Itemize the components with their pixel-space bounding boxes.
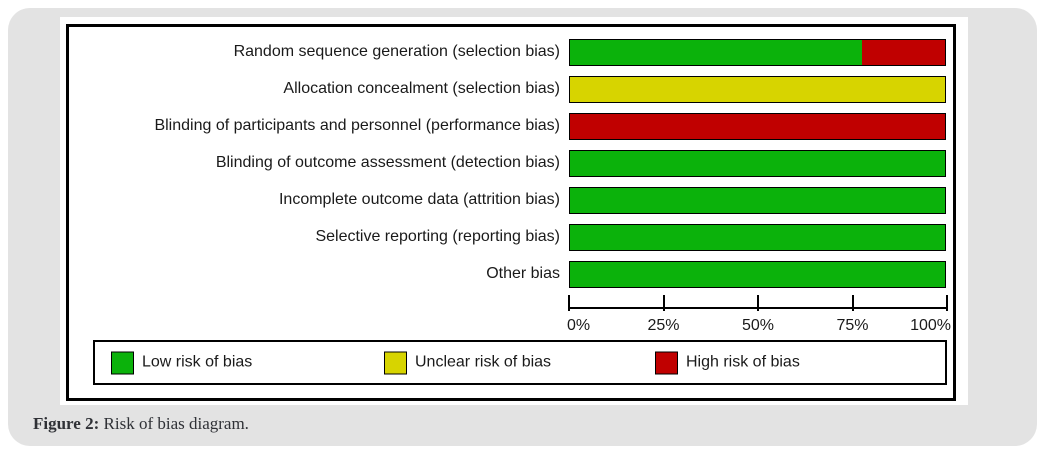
legend-swatch-low bbox=[111, 351, 134, 374]
figure-caption-label: Figure 2: bbox=[33, 414, 100, 433]
risk-segment-low bbox=[570, 224, 945, 250]
risk-segment-high bbox=[861, 39, 945, 65]
bias-row-label: Incomplete outcome data (attrition bias) bbox=[278, 191, 560, 208]
risk-segment-unclear bbox=[570, 76, 945, 102]
x-tick-label: 100% bbox=[910, 317, 951, 334]
bias-row-label: Blinding of outcome assessment (detectio… bbox=[215, 154, 560, 171]
risk-segment-low bbox=[570, 39, 862, 65]
x-tick-label: 0% bbox=[567, 317, 591, 334]
bias-row-label: Selective reporting (reporting bias) bbox=[315, 228, 560, 245]
risk-bar bbox=[569, 223, 946, 251]
bias-row-label: Allocation concealment (selection bias) bbox=[283, 80, 560, 97]
risk-bar bbox=[569, 186, 946, 214]
figure-card: Random sequence generation (selection bi… bbox=[8, 8, 1037, 446]
bias-row-label: Blinding of participants and personnel (… bbox=[154, 117, 560, 134]
legend-label-low: Low risk of bias bbox=[142, 353, 253, 371]
legend-label-unclear: Unclear risk of bias bbox=[415, 353, 552, 371]
risk-segment-low bbox=[570, 261, 945, 287]
chart-panel: Random sequence generation (selection bi… bbox=[66, 24, 956, 401]
risk-bar bbox=[569, 260, 946, 288]
x-tick-label: 75% bbox=[836, 317, 869, 334]
x-tick-label: 25% bbox=[647, 317, 680, 334]
x-tick-label: 50% bbox=[741, 317, 775, 334]
legend-label-high: High risk of bias bbox=[686, 353, 800, 371]
risk-bar bbox=[569, 75, 946, 103]
risk-of-bias-figure: Random sequence generation (selection bi… bbox=[60, 17, 968, 405]
bias-row: Incomplete outcome data (attrition bias) bbox=[69, 186, 953, 214]
risk-bar bbox=[569, 149, 946, 177]
legend-item-low: Low risk of bias bbox=[111, 351, 252, 374]
risk-segment-high bbox=[570, 113, 945, 139]
x-axis-tick bbox=[568, 295, 570, 311]
risk-bar bbox=[569, 38, 946, 66]
legend-swatch-unclear bbox=[384, 351, 407, 374]
bias-row: Random sequence generation (selection bi… bbox=[69, 38, 953, 66]
legend-item-high: High risk of bias bbox=[655, 351, 800, 374]
x-axis-tick bbox=[946, 295, 948, 311]
risk-segment-low bbox=[570, 150, 945, 176]
risk-segment-low bbox=[570, 187, 945, 213]
legend-box: Low risk of bias Unclear risk of bias High… bbox=[93, 340, 947, 385]
x-axis-tick bbox=[662, 295, 665, 311]
x-axis-tick bbox=[851, 295, 854, 311]
bias-row-label: Random sequence generation (selection bi… bbox=[233, 43, 560, 60]
x-axis: 0% 25% 50% 75% 100% bbox=[567, 295, 951, 347]
risk-bar bbox=[569, 112, 946, 140]
bias-row: Blinding of participants and personnel (… bbox=[69, 112, 953, 140]
bias-row: Allocation concealment (selection bias) bbox=[69, 75, 953, 103]
figure-caption-text: Risk of bias diagram. bbox=[99, 414, 249, 433]
x-axis-tick bbox=[757, 295, 759, 311]
bias-row: Other bias bbox=[69, 260, 953, 288]
bias-row-label: Other bias bbox=[486, 265, 560, 282]
bar-rows: Random sequence generation (selection bi… bbox=[69, 38, 953, 297]
legend-swatch-high bbox=[655, 351, 678, 374]
figure-caption: Figure 2: Risk of bias diagram. bbox=[33, 414, 249, 434]
bias-row: Selective reporting (reporting bias) bbox=[69, 223, 953, 251]
legend-item-unclear: Unclear risk of bias bbox=[384, 351, 551, 374]
bias-row: Blinding of outcome assessment (detectio… bbox=[69, 149, 953, 177]
